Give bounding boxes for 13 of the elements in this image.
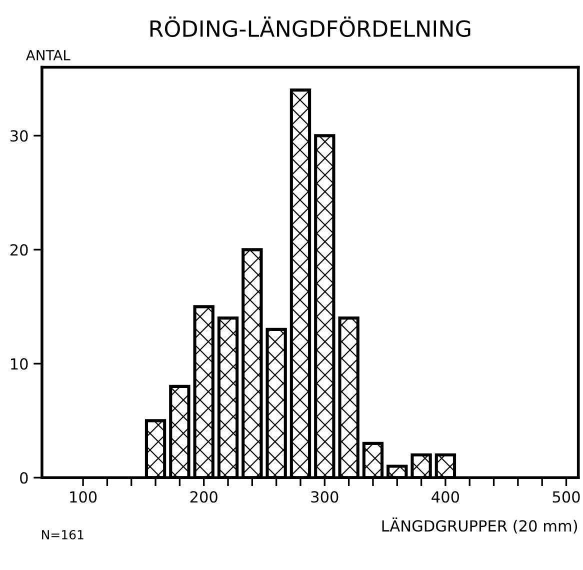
chart-title: RÖDING-LÄNGDFÖRDELNING xyxy=(150,16,470,38)
x-tick-label: 100 xyxy=(70,491,97,503)
x-tick-label: 300 xyxy=(311,491,338,503)
y-tick-label: 10 xyxy=(11,358,28,370)
x-tick-label: 500 xyxy=(552,491,580,503)
y-axis-title: ANTAL xyxy=(26,50,70,60)
x-tick-label: 200 xyxy=(190,491,218,503)
y-tick-label: 0 xyxy=(20,472,28,484)
x-axis-title: LÄNGDGRUPPER (20 mm) xyxy=(382,518,578,534)
y-tick-label: 30 xyxy=(10,130,28,142)
x-tick-label: 400 xyxy=(432,491,460,503)
text: N=161 xyxy=(42,530,84,540)
y-tick-label: 20 xyxy=(10,244,28,256)
